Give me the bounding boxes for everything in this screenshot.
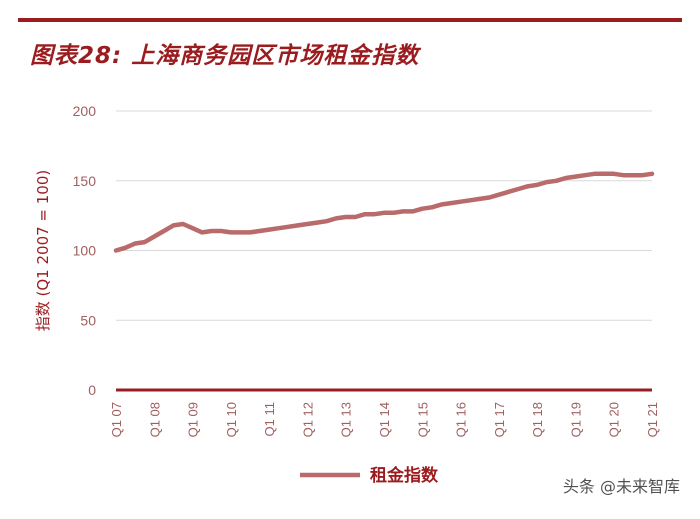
x-tick-10: Q1 17 — [492, 402, 507, 437]
x-tick-1: Q1 08 — [147, 402, 162, 437]
x-tick-6: Q1 13 — [339, 402, 354, 437]
watermark-text: 头条 @未来智库 — [562, 477, 680, 496]
x-tick-8: Q1 15 — [415, 402, 430, 437]
x-tick-labels: Q1 07 Q1 08 Q1 09 Q1 10 Q1 11 Q1 12 Q1 13 Q1 14… — [109, 402, 660, 437]
legend-label-0: 租金指数 — [370, 465, 439, 486]
x-tick-9: Q1 16 — [454, 402, 469, 437]
y-tick-labels: 0 50 100 150 200 — [73, 103, 97, 398]
x-tick-12: Q1 19 — [568, 402, 583, 437]
legend: 租金指数 — [300, 465, 439, 486]
x-tick-13: Q1 20 — [607, 402, 622, 437]
x-tick-3: Q1 10 — [224, 402, 239, 437]
grid-lines — [116, 110, 652, 392]
series-line-0 — [113, 171, 655, 253]
x-tick-14: Q1 21 — [645, 402, 660, 437]
y-tick-100: 100 — [73, 243, 97, 259]
title-top-rule — [18, 18, 682, 22]
y-tick-200: 200 — [73, 103, 97, 119]
chart-title: 图表28: 上海商务园区市场租金指数 — [30, 43, 420, 69]
y-tick-50: 50 — [80, 312, 96, 328]
x-tick-11: Q1 18 — [530, 402, 545, 437]
series-lines — [113, 171, 655, 253]
x-tick-4: Q1 11 — [262, 402, 277, 436]
y-tick-0: 0 — [88, 382, 96, 398]
x-tick-7: Q1 14 — [377, 402, 392, 437]
x-tick-0: Q1 07 — [109, 402, 124, 437]
y-axis-label: 指数 (Q1 2007 = 100) — [34, 170, 52, 332]
x-tick-2: Q1 09 — [186, 402, 201, 437]
y-tick-150: 150 — [73, 173, 97, 189]
x-tick-5: Q1 12 — [300, 402, 315, 437]
